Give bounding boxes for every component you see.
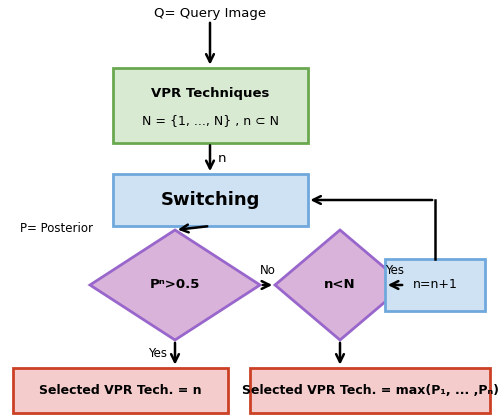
FancyBboxPatch shape (385, 259, 485, 311)
Text: Switching: Switching (160, 191, 260, 209)
Text: P= Posterior: P= Posterior (20, 221, 93, 235)
Text: N = {1, ..., N} , n ⊂ N: N = {1, ..., N} , n ⊂ N (142, 114, 279, 127)
Polygon shape (275, 230, 405, 340)
Text: n: n (218, 152, 226, 165)
Text: Q= Query Image: Q= Query Image (154, 7, 266, 20)
Text: VPR Techniques: VPR Techniques (151, 87, 269, 99)
FancyBboxPatch shape (112, 174, 307, 226)
Text: Pⁿ>0.5: Pⁿ>0.5 (150, 278, 200, 292)
Text: Yes: Yes (148, 347, 167, 360)
FancyBboxPatch shape (13, 367, 227, 413)
Polygon shape (90, 230, 260, 340)
Text: n=n+1: n=n+1 (413, 278, 458, 292)
FancyBboxPatch shape (250, 367, 490, 413)
Text: n<N: n<N (324, 278, 356, 292)
Text: Yes: Yes (386, 264, 405, 277)
Text: Selected VPR Tech. = max(P₁, ... ,Pₙ): Selected VPR Tech. = max(P₁, ... ,Pₙ) (241, 384, 498, 396)
FancyBboxPatch shape (112, 67, 307, 143)
Text: Selected VPR Tech. = n: Selected VPR Tech. = n (39, 384, 201, 396)
Text: No: No (260, 264, 276, 277)
